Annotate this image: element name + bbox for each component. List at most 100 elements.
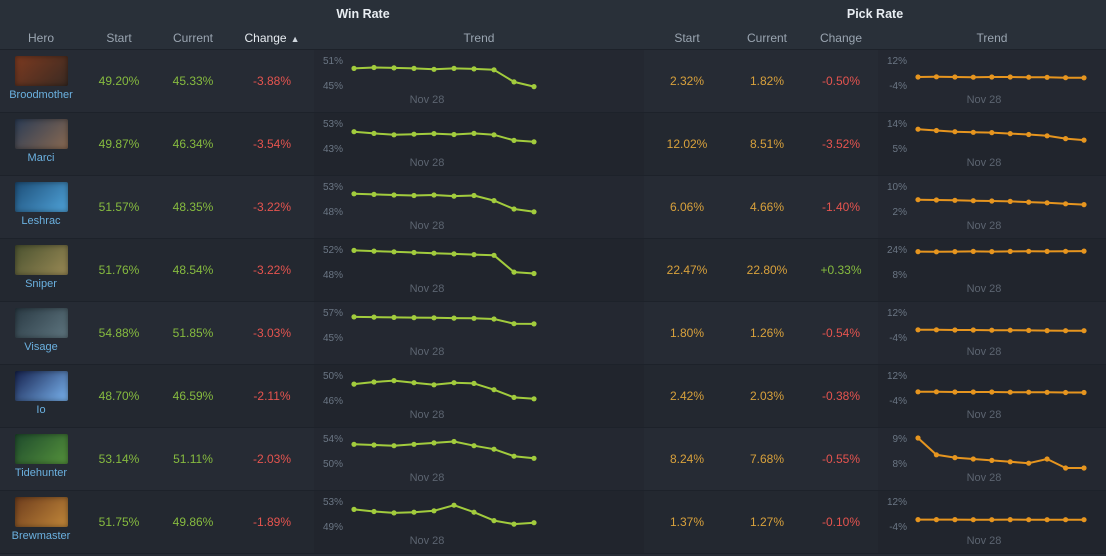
pick-trend-sparkline: 9% 8% <box>878 433 1106 471</box>
hero-portrait[interactable] <box>14 434 68 464</box>
pick-current-value: 4.66% <box>749 200 785 214</box>
win-current-value: 51.11% <box>173 452 213 466</box>
win-trend-cell: 52% 48% Nov 28 <box>314 239 644 301</box>
trend-ymin-label: 2% <box>892 207 907 218</box>
trend-ymin-label: 45% <box>322 333 343 344</box>
win-trend-sparkline: 51% 45% <box>314 55 644 93</box>
pick-trend-sparkline: 14% 5% <box>878 118 1106 156</box>
pick-trend-cell: 9% 8% Nov 28 <box>878 428 1106 490</box>
hero-link[interactable]: Marci <box>27 152 55 164</box>
pick-change-value: +0.33% <box>820 263 862 277</box>
trend-xaxis-label: Nov 28 <box>409 283 445 295</box>
hero-link[interactable]: Visage <box>24 341 58 353</box>
trend-y-axis: 53% 48% <box>314 181 348 219</box>
trend-xaxis-label: Nov 28 <box>966 157 1002 169</box>
trend-ymax-label: 50% <box>322 371 343 382</box>
pick-trend-column-header[interactable]: Trend <box>976 31 1008 45</box>
hero-portrait[interactable] <box>14 119 68 149</box>
hero-portrait[interactable] <box>14 497 68 527</box>
trend-ymin-label: 48% <box>322 207 343 218</box>
hero-cell: Sniper <box>0 239 82 301</box>
win-change-column-header[interactable]: Change ▲ <box>230 31 314 45</box>
win-change-value: -2.11% <box>253 389 291 403</box>
trend-xaxis-label: Nov 28 <box>966 94 1002 106</box>
pick-current-column-header[interactable]: Current <box>746 31 787 45</box>
trend-ymin-label: 5% <box>892 144 907 155</box>
trend-ymax-label: 53% <box>322 497 343 508</box>
pick-trend-sparkline: 12% -4% <box>878 496 1106 534</box>
hero-link[interactable]: Tidehunter <box>14 467 68 479</box>
pick-trend-sparkline: 12% -4% <box>878 55 1106 93</box>
win-trend-cell: 50% 46% Nov 28 <box>314 365 644 427</box>
trend-ymin-label: 45% <box>322 81 343 92</box>
pick-trend-cell: 12% -4% Nov 28 <box>878 491 1106 553</box>
sparkline <box>915 517 1087 523</box>
hero-portrait[interactable] <box>14 182 68 212</box>
win-change-value: -3.03% <box>252 326 292 340</box>
trend-y-axis: 10% 2% <box>878 181 912 219</box>
pick-start-value: 8.24% <box>669 452 705 466</box>
win-change-value: -2.03% <box>252 452 292 466</box>
win-trend-sparkline: 52% 48% <box>314 244 644 282</box>
trend-ymin-label: 49% <box>322 522 343 533</box>
pick-change-value: -0.55% <box>821 452 861 466</box>
trend-ymin-label: 48% <box>322 270 343 281</box>
pick-start-value: 2.32% <box>669 74 705 88</box>
trend-xaxis-label: Nov 28 <box>409 220 445 232</box>
win-trend-sparkline: 53% 48% <box>314 181 644 219</box>
hero-link[interactable]: Broodmother <box>9 89 73 101</box>
sparkline <box>351 129 537 145</box>
pick-change-value: -0.10% <box>821 515 861 529</box>
pick-current-value: 8.51% <box>749 137 785 151</box>
win-trend-cell: 53% 49% Nov 28 <box>314 491 644 553</box>
hero-link[interactable]: Sniper <box>25 278 57 290</box>
table-row: Io 48.70% 46.59% -2.11% 50% 46% Nov 28 2.4… <box>0 365 1106 428</box>
hero-column-header[interactable]: Hero <box>27 31 54 45</box>
win-start-value: 51.75% <box>98 515 140 529</box>
trend-y-axis: 54% 50% <box>314 433 348 471</box>
win-trend-cell: 57% 45% Nov 28 <box>314 302 644 364</box>
win-trend-sparkline: 53% 49% <box>314 496 644 534</box>
trend-xaxis-label: Nov 28 <box>966 409 1002 421</box>
pick-start-value: 2.42% <box>669 389 705 403</box>
pick-trend-sparkline: 12% -4% <box>878 370 1106 408</box>
pick-trend-sparkline: 12% -4% <box>878 307 1106 345</box>
column-header-row: Hero Start Current Change ▲ Trend Start C… <box>0 27 1106 50</box>
trend-xaxis-label: Nov 28 <box>409 409 445 421</box>
pick-change-column-header[interactable]: Change <box>819 31 863 45</box>
trend-y-axis: 53% 49% <box>314 496 348 534</box>
trend-y-axis: 51% 45% <box>314 55 348 93</box>
trend-ymax-label: 12% <box>886 308 907 319</box>
trend-ymax-label: 53% <box>322 182 343 193</box>
trend-xaxis-label: Nov 28 <box>409 157 445 169</box>
win-current-value: 51.85% <box>172 326 214 340</box>
hero-portrait[interactable] <box>14 56 68 86</box>
hero-portrait[interactable] <box>14 371 68 401</box>
win-start-column-header[interactable]: Start <box>106 31 132 45</box>
win-current-column-header[interactable]: Current <box>172 31 213 45</box>
hero-portrait[interactable] <box>14 308 68 338</box>
sparkline <box>915 435 1087 471</box>
pick-trend-cell: 12% -4% Nov 28 <box>878 302 1106 364</box>
trend-y-axis: 52% 48% <box>314 244 348 282</box>
pick-start-column-header[interactable]: Start <box>674 31 700 45</box>
pick-trend-cell: 10% 2% Nov 28 <box>878 176 1106 238</box>
hero-cell: Leshrac <box>0 176 82 238</box>
hero-portrait[interactable] <box>14 245 68 275</box>
trend-y-axis: 50% 46% <box>314 370 348 408</box>
win-current-value: 49.86% <box>172 515 214 529</box>
hero-link[interactable]: Io <box>36 404 46 416</box>
hero-link[interactable]: Brewmaster <box>11 530 71 542</box>
trend-ymax-label: 14% <box>886 119 907 130</box>
hero-link[interactable]: Leshrac <box>21 215 61 227</box>
win-trend-column-header[interactable]: Trend <box>463 31 495 45</box>
trend-xaxis-label: Nov 28 <box>409 346 445 358</box>
sparkline <box>915 126 1087 143</box>
win-start-value: 51.57% <box>98 200 140 214</box>
win-trend-cell: 51% 45% Nov 28 <box>314 50 644 112</box>
pick-change-value: -0.54% <box>821 326 861 340</box>
win-change-value: -1.89% <box>252 515 292 529</box>
trend-ymax-label: 24% <box>886 245 907 256</box>
trend-y-axis: 57% 45% <box>314 307 348 345</box>
